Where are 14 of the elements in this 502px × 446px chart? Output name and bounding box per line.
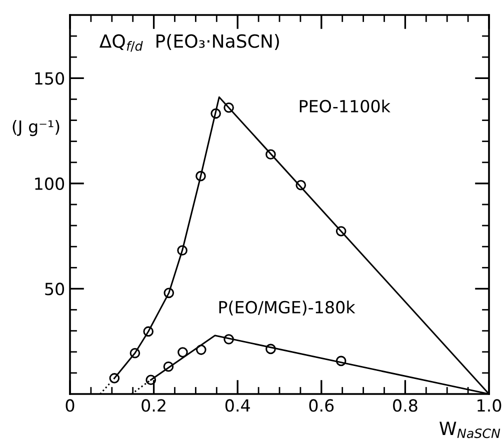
- y-tick-label: 100: [35, 177, 64, 190]
- y-tick-label: 50: [45, 282, 64, 296]
- text: ΔQ$_{f/d}$ P(EO₃·NaSCN): [99, 34, 279, 52]
- text: PEO-1100k: [300, 100, 390, 112]
- x-tick-label: 0.6: [309, 399, 334, 412]
- y-axis-title: (J g⁻¹): [12, 120, 60, 136]
- x-tick-label: 1.0: [478, 399, 502, 412]
- x-tick-label: 0: [66, 399, 74, 412]
- x-tick-label: 0.4: [225, 399, 250, 412]
- series-label: P(EO/MGE)-180k: [219, 300, 356, 316]
- x-tick-label: 0.2: [142, 399, 166, 412]
- y-tick-label: 150: [35, 72, 64, 85]
- x-axis-title: W$_{NaSCN}$: [440, 422, 500, 438]
- x-tick-label: 0.8: [393, 399, 418, 412]
